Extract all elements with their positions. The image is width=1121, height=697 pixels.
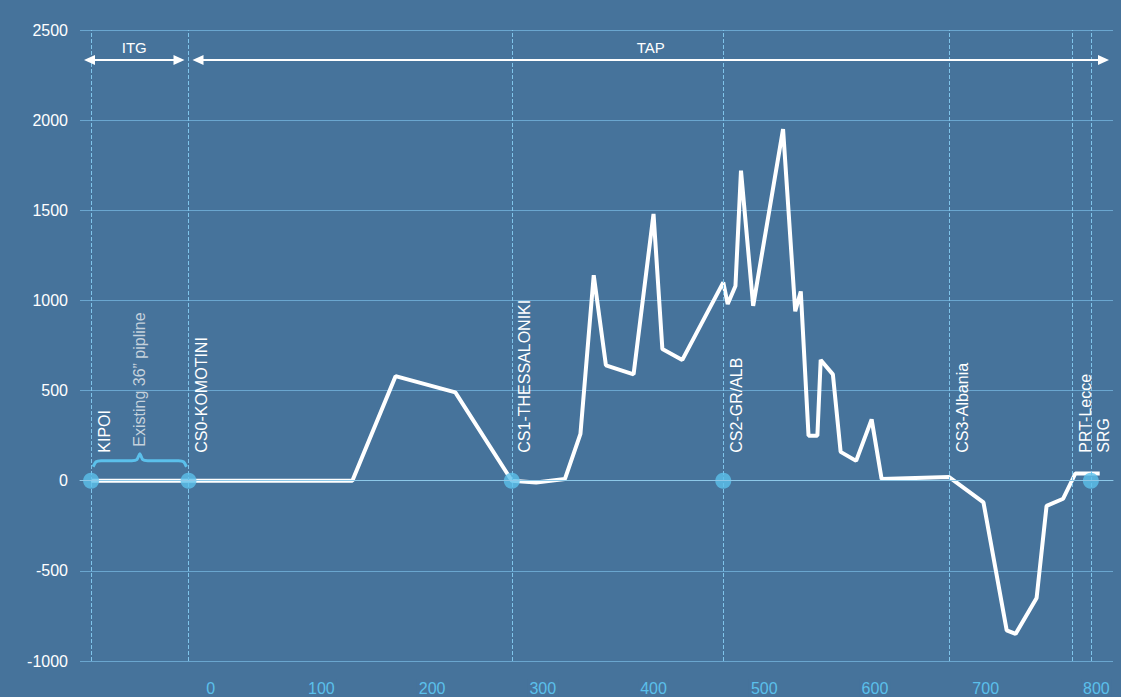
svg-text:-1000: -1000	[27, 653, 68, 670]
svg-text:600: 600	[862, 680, 889, 697]
svg-text:0: 0	[206, 680, 215, 697]
svg-text:200: 200	[419, 680, 446, 697]
svg-text:CS0-KOMOTINI: CS0-KOMOTINI	[193, 337, 210, 453]
svg-text:ITG: ITG	[122, 39, 147, 56]
svg-text:2500: 2500	[32, 22, 68, 39]
svg-text:800: 800	[1083, 680, 1110, 697]
svg-text:CS2-GR/ALB: CS2-GR/ALB	[728, 358, 745, 453]
svg-text:400: 400	[640, 680, 667, 697]
svg-text:KIPOI: KIPOI	[96, 410, 113, 453]
svg-text:PRT-Lecce: PRT-Lecce	[1077, 374, 1094, 453]
svg-text:500: 500	[751, 680, 778, 697]
svg-text:CS1-THESSALONIKI: CS1-THESSALONIKI	[516, 300, 533, 453]
svg-text:1000: 1000	[32, 292, 68, 309]
svg-text:1500: 1500	[32, 202, 68, 219]
svg-text:300: 300	[529, 680, 556, 697]
svg-text:100: 100	[308, 680, 335, 697]
svg-text:0: 0	[59, 472, 68, 489]
svg-text:SRG: SRG	[1095, 418, 1112, 453]
svg-text:2000: 2000	[32, 112, 68, 129]
svg-text:-500: -500	[36, 562, 68, 579]
svg-text:TAP: TAP	[637, 39, 665, 56]
svg-text:500: 500	[41, 382, 68, 399]
svg-text:CS3-Albania: CS3-Albania	[954, 363, 971, 453]
svg-text:Existing 36” pipline: Existing 36” pipline	[131, 312, 148, 446]
svg-text:700: 700	[972, 680, 999, 697]
